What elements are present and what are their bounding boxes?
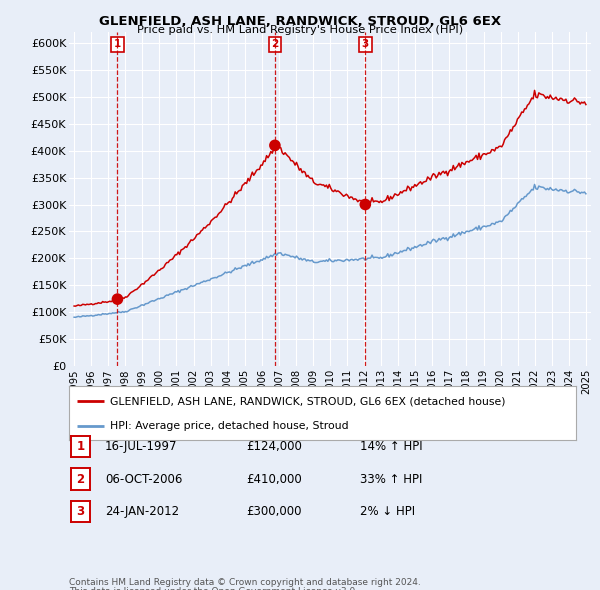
Point bbox=[113, 294, 122, 304]
Text: 1: 1 bbox=[114, 40, 121, 50]
Text: 1: 1 bbox=[76, 440, 85, 453]
Text: HPI: Average price, detached house, Stroud: HPI: Average price, detached house, Stro… bbox=[110, 421, 348, 431]
Text: £410,000: £410,000 bbox=[246, 473, 302, 486]
Text: Price paid vs. HM Land Registry's House Price Index (HPI): Price paid vs. HM Land Registry's House … bbox=[137, 25, 463, 35]
Text: GLENFIELD, ASH LANE, RANDWICK, STROUD, GL6 6EX: GLENFIELD, ASH LANE, RANDWICK, STROUD, G… bbox=[99, 15, 501, 28]
Text: 3: 3 bbox=[76, 505, 85, 518]
Text: Contains HM Land Registry data © Crown copyright and database right 2024.: Contains HM Land Registry data © Crown c… bbox=[69, 578, 421, 587]
Text: 2: 2 bbox=[271, 40, 278, 50]
Text: This data is licensed under the Open Government Licence v3.0.: This data is licensed under the Open Gov… bbox=[69, 587, 358, 590]
Text: 16-JUL-1997: 16-JUL-1997 bbox=[105, 440, 178, 453]
Text: 2% ↓ HPI: 2% ↓ HPI bbox=[360, 505, 415, 518]
Text: 06-OCT-2006: 06-OCT-2006 bbox=[105, 473, 182, 486]
Text: 2: 2 bbox=[76, 473, 85, 486]
Text: £300,000: £300,000 bbox=[246, 505, 302, 518]
Text: £124,000: £124,000 bbox=[246, 440, 302, 453]
Text: 33% ↑ HPI: 33% ↑ HPI bbox=[360, 473, 422, 486]
Text: 24-JAN-2012: 24-JAN-2012 bbox=[105, 505, 179, 518]
Point bbox=[270, 140, 280, 150]
Text: 14% ↑ HPI: 14% ↑ HPI bbox=[360, 440, 422, 453]
Text: GLENFIELD, ASH LANE, RANDWICK, STROUD, GL6 6EX (detached house): GLENFIELD, ASH LANE, RANDWICK, STROUD, G… bbox=[110, 396, 505, 407]
Point bbox=[361, 200, 370, 209]
Text: 3: 3 bbox=[362, 40, 369, 50]
